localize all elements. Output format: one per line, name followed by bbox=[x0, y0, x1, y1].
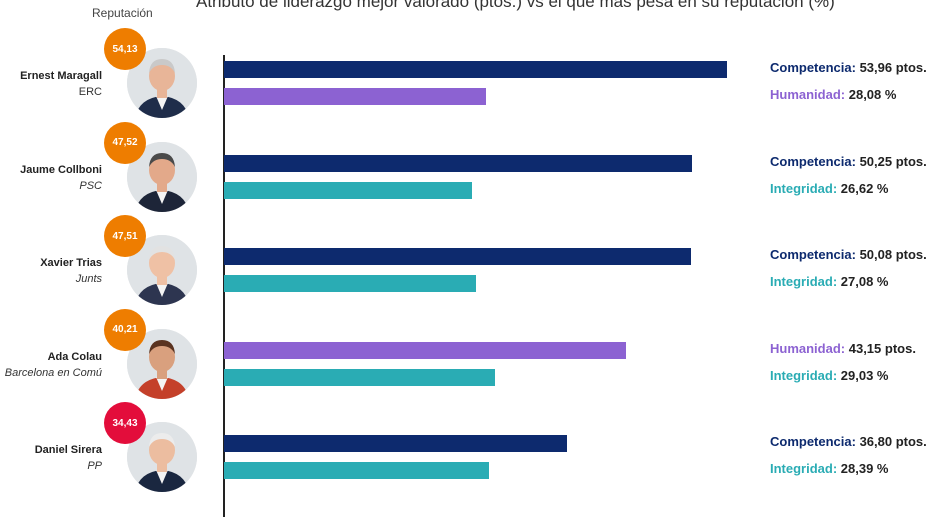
bar-value-label: Integridad: 28,39 % bbox=[770, 461, 889, 476]
bar-value-label: Integridad: 27,08 % bbox=[770, 274, 889, 289]
candidate-party: ERC bbox=[78, 86, 102, 98]
candidate-party: PP bbox=[87, 460, 102, 472]
bar-humanidad bbox=[224, 88, 486, 105]
reputation-badge: 47,52 bbox=[104, 121, 146, 164]
candidate-photo bbox=[127, 48, 197, 118]
chart-title: Atributo de liderazgo mejor valorado (pt… bbox=[196, 0, 835, 11]
reputation-badge: 54,13 bbox=[104, 28, 146, 70]
bar-value-label: Competencia: 53,96 ptos. bbox=[770, 60, 927, 75]
attribute-value: 27,08 % bbox=[837, 274, 889, 289]
bar-value-label: Integridad: 29,03 % bbox=[770, 368, 889, 383]
attribute-label: Humanidad: bbox=[770, 340, 846, 356]
bar-value-label: Humanidad: 43,15 ptos. bbox=[770, 341, 916, 356]
bar-competencia bbox=[224, 154, 693, 172]
bar-humanidad bbox=[224, 341, 627, 359]
candidate-party: Barcelona en Comú bbox=[4, 366, 102, 379]
bar-competencia bbox=[224, 248, 691, 265]
attribute-label: Integridad: bbox=[770, 461, 838, 476]
bar-value-label: Humanidad: 28,08 % bbox=[770, 87, 896, 102]
bar-value-label: Competencia: 50,08 ptos. bbox=[770, 247, 927, 262]
attribute-label: Competencia: bbox=[770, 247, 856, 262]
reputation-badge: 47,51 bbox=[104, 215, 146, 257]
bar-value-label: Integridad: 26,62 % bbox=[770, 181, 889, 196]
bar-integridad bbox=[224, 181, 473, 199]
candidate-party: PSC bbox=[79, 179, 102, 192]
attribute-label: Integridad: bbox=[770, 180, 838, 196]
candidate-party: Junts bbox=[75, 273, 102, 285]
candidate-name: Xavier Trias bbox=[40, 257, 102, 269]
attribute-label: Integridad: bbox=[770, 367, 838, 383]
reputation-badge: 40,21 bbox=[104, 308, 146, 351]
attribute-value: 43,15 ptos. bbox=[845, 340, 916, 356]
candidate-photo bbox=[127, 328, 197, 399]
reputation-badge: 34,43 bbox=[104, 402, 146, 444]
attribute-value: 26,62 % bbox=[837, 180, 889, 196]
candidate-name: Ernest Maragall bbox=[20, 70, 102, 82]
bar-competencia bbox=[224, 61, 727, 78]
attribute-label: Competencia: bbox=[770, 60, 856, 75]
y-axis-line bbox=[223, 55, 225, 517]
bar-value-label: Competencia: 36,80 ptos. bbox=[770, 434, 927, 449]
candidate-name: Daniel Sirera bbox=[34, 444, 102, 456]
attribute-label: Competencia: bbox=[770, 153, 856, 169]
attribute-label: Competencia: bbox=[770, 434, 856, 449]
bar-integridad bbox=[224, 275, 477, 292]
attribute-value: 28,08 % bbox=[845, 87, 897, 102]
attribute-value: 29,03 % bbox=[837, 367, 889, 383]
attribute-value: 36,80 ptos. bbox=[855, 434, 927, 449]
bar-value-label: Competencia: 50,25 ptos. bbox=[770, 154, 927, 169]
attribute-value: 50,08 ptos. bbox=[855, 247, 927, 262]
attribute-value: 28,39 % bbox=[837, 461, 889, 476]
bar-integridad bbox=[224, 368, 495, 386]
attribute-label: Humanidad: bbox=[770, 87, 846, 102]
bar-integridad bbox=[224, 462, 489, 479]
candidate-name: Jaume Collboni bbox=[20, 163, 102, 176]
attribute-value: 50,25 ptos. bbox=[855, 153, 927, 169]
bar-competencia bbox=[224, 435, 568, 452]
attribute-value: 53,96 ptos. bbox=[855, 60, 927, 75]
attribute-label: Integridad: bbox=[770, 274, 838, 289]
candidate-name: Ada Colau bbox=[47, 350, 102, 363]
reputation-column-header: Reputación bbox=[92, 6, 153, 20]
